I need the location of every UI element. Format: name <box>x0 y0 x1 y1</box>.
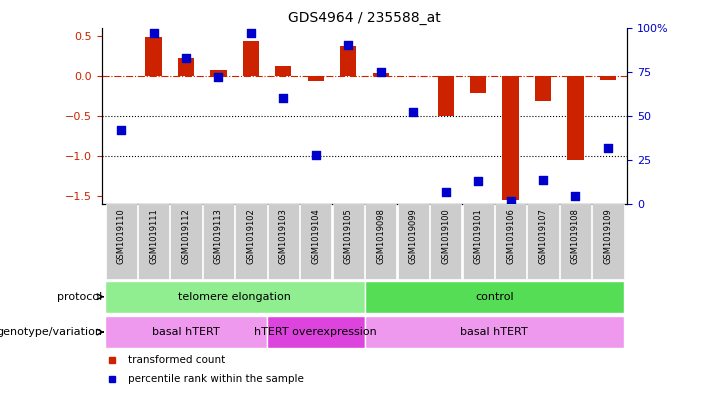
Point <box>407 109 418 116</box>
Text: GSM1019104: GSM1019104 <box>311 208 320 264</box>
Bar <box>203 204 234 279</box>
Text: hTERT overexpression: hTERT overexpression <box>254 327 377 337</box>
Bar <box>365 316 624 348</box>
Point <box>148 29 159 36</box>
Bar <box>170 204 202 279</box>
Point <box>245 29 257 36</box>
Bar <box>560 204 591 279</box>
Text: GSM1019105: GSM1019105 <box>343 208 353 264</box>
Text: GSM1019110: GSM1019110 <box>116 208 125 264</box>
Text: GSM1019107: GSM1019107 <box>538 208 547 264</box>
Bar <box>340 46 356 76</box>
Text: GSM1019112: GSM1019112 <box>182 208 191 264</box>
Point <box>180 54 191 61</box>
Text: GSM1019106: GSM1019106 <box>506 208 515 264</box>
Bar <box>495 204 526 279</box>
Text: GSM1019111: GSM1019111 <box>149 208 158 264</box>
Bar <box>567 76 583 160</box>
Text: control: control <box>475 292 514 302</box>
Bar <box>527 204 559 279</box>
Point <box>472 178 484 184</box>
Text: GSM1019103: GSM1019103 <box>279 208 288 264</box>
Bar <box>243 41 259 76</box>
Text: GSM1019098: GSM1019098 <box>376 208 386 264</box>
Text: GSM1019109: GSM1019109 <box>604 208 613 264</box>
Bar <box>106 204 137 279</box>
Title: GDS4964 / 235588_at: GDS4964 / 235588_at <box>288 11 441 25</box>
Bar <box>178 58 194 76</box>
Point <box>602 145 613 151</box>
Text: telomere elongation: telomere elongation <box>178 292 291 302</box>
Text: GSM1019100: GSM1019100 <box>441 208 450 264</box>
Bar <box>365 281 624 313</box>
Text: percentile rank within the sample: percentile rank within the sample <box>128 374 304 384</box>
Point <box>116 127 127 133</box>
Bar <box>373 73 389 76</box>
Text: GSM1019113: GSM1019113 <box>214 208 223 264</box>
Point <box>375 68 386 75</box>
Text: GSM1019101: GSM1019101 <box>474 208 482 264</box>
Bar <box>300 204 332 279</box>
Text: basal hTERT: basal hTERT <box>461 327 529 337</box>
Bar <box>267 316 365 348</box>
Point <box>505 198 516 204</box>
Bar <box>600 76 616 80</box>
Point <box>311 152 322 158</box>
Text: GSM1019108: GSM1019108 <box>571 208 580 264</box>
Point <box>538 176 549 183</box>
Text: basal hTERT: basal hTERT <box>152 327 220 337</box>
Point <box>570 192 581 198</box>
Bar <box>463 204 494 279</box>
Bar <box>275 66 292 76</box>
Bar <box>430 204 461 279</box>
Text: GSM1019102: GSM1019102 <box>247 208 255 264</box>
Point <box>440 189 451 195</box>
Bar <box>308 76 324 81</box>
Point <box>343 42 354 48</box>
Bar <box>365 204 396 279</box>
Bar <box>105 281 365 313</box>
Bar <box>397 204 429 279</box>
Text: GSM1019099: GSM1019099 <box>409 208 418 264</box>
Text: transformed count: transformed count <box>128 354 225 365</box>
Point <box>278 95 289 101</box>
Bar <box>236 204 266 279</box>
Bar <box>503 76 519 200</box>
Bar <box>105 316 267 348</box>
Bar <box>138 204 169 279</box>
Bar <box>437 76 454 116</box>
Bar <box>268 204 299 279</box>
Bar <box>535 76 551 101</box>
Bar <box>210 70 226 76</box>
Bar <box>470 76 486 94</box>
Text: protocol: protocol <box>57 292 102 302</box>
Point <box>213 74 224 80</box>
Text: genotype/variation: genotype/variation <box>0 327 102 337</box>
Bar <box>146 37 162 76</box>
Bar <box>333 204 364 279</box>
Bar <box>592 204 623 279</box>
